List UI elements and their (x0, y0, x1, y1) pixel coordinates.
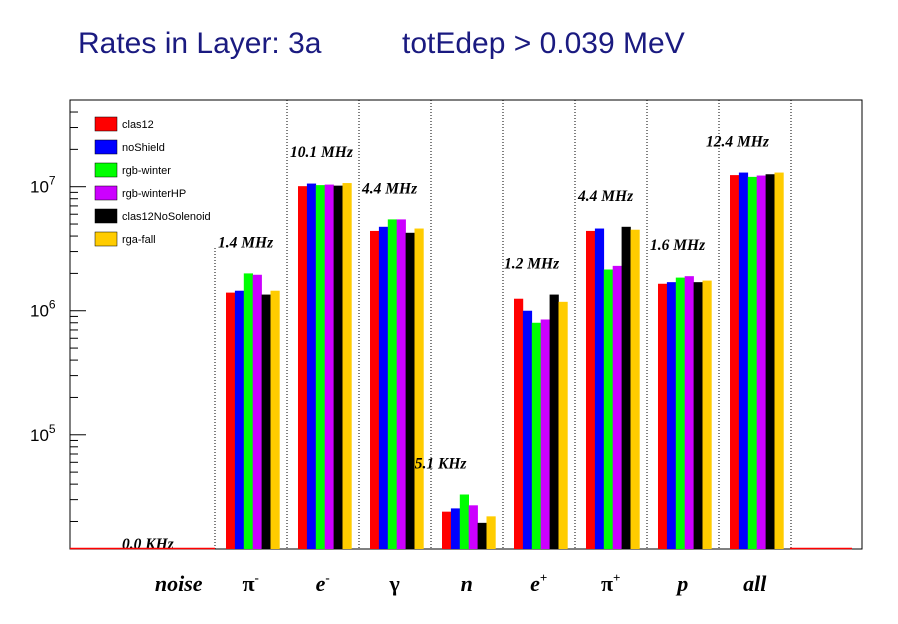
rate-label: 1.2 MHz (504, 256, 559, 273)
bar-rgb-winter (387, 219, 397, 549)
rate-label: 4.4 MHz (577, 188, 633, 205)
legend-swatch-rgb-winter (94, 162, 118, 178)
bar-clas12NoSolenoid (405, 232, 415, 549)
legend-label-clas12NoSolenoid: clas12NoSolenoid (122, 211, 211, 223)
legend-label-rgb-winterHP: rgb-winterHP (122, 188, 186, 200)
bar-clas12 (730, 175, 740, 550)
rate-label: 12.4 MHz (706, 134, 769, 151)
category-label: p (675, 571, 688, 596)
plot-area: 105 106 107 noise 0.0 KHz π- 1.4 MHz e- 10.1 MHz… (30, 99, 863, 596)
chart-subtitle: totEdep > 0.039 MeV (402, 27, 685, 60)
y-tick-label: 105 (30, 422, 56, 445)
bar-clas12 (586, 230, 596, 550)
bar-noShield (234, 290, 245, 549)
bar-rgb-winterHP (612, 265, 622, 549)
bar-rgb-winterHP (756, 175, 766, 549)
bar-rga-fall (774, 172, 784, 549)
bar-noShield (378, 226, 389, 549)
legend-swatch-rga-fall (94, 231, 118, 247)
bar-rga-fall (486, 516, 496, 549)
category-label: π- (242, 570, 258, 596)
category-label: e+ (530, 570, 547, 596)
legend-label-noShield: noShield (122, 142, 165, 154)
bar-rgb-winter (315, 185, 325, 550)
legend-label-rgb-winter: rgb-winter (122, 165, 171, 177)
bar-rgb-winter (747, 176, 757, 549)
y-tick-label: 106 (30, 298, 56, 321)
bar-rga-fall (558, 301, 568, 549)
rate-label: 10.1 MHz (290, 144, 353, 161)
bar-clas12 (370, 230, 380, 550)
bar-rga-fall (342, 183, 352, 550)
bar-clas12NoSolenoid (261, 294, 271, 549)
bar-rgb-winterHP (468, 505, 478, 549)
bar-clas12 (298, 186, 308, 549)
bar-noShield (666, 282, 677, 549)
bar-rgb-winter (531, 322, 541, 549)
bar-rgb-winter (603, 269, 613, 549)
bar-rga-fall (702, 280, 712, 549)
bar-noShield (306, 183, 317, 549)
bar-clas12 (226, 292, 236, 549)
bar-clas12NoSolenoid (333, 185, 343, 550)
category-label: π+ (601, 570, 620, 596)
rate-label: 4.4 MHz (361, 180, 417, 197)
rate-label: 0.0 KHz (122, 536, 174, 553)
legend-swatch-clas12 (94, 116, 118, 132)
category-label: noise (155, 571, 203, 596)
bar-rga-fall (630, 229, 640, 549)
bar-clas12 (514, 298, 524, 549)
bar-rgb-winter (243, 273, 253, 549)
rate-label: 1.4 MHz (218, 234, 273, 251)
bar-noShield (450, 508, 461, 549)
rate-label: 1.6 MHz (650, 237, 705, 254)
bar-rga-fall (270, 290, 280, 549)
bar-noShield (594, 228, 605, 549)
bar-rgb-winterHP (252, 274, 262, 549)
bar-clas12 (442, 511, 452, 549)
category-label: γ (389, 571, 400, 596)
bar-rgb-winterHP (324, 184, 334, 549)
bar-rgb-winter (675, 277, 685, 549)
bar-noShield (738, 172, 749, 549)
bar-clas12NoSolenoid (549, 294, 559, 549)
legend-label-rga-fall: rga-fall (122, 234, 156, 246)
bar-rgb-winterHP (396, 219, 406, 549)
y-tick-label: 107 (30, 174, 56, 197)
rate-label: 25.1 KHz (406, 456, 466, 473)
bar-rgb-winterHP (684, 276, 694, 549)
legend-swatch-rgb-winterHP (94, 185, 118, 201)
category-label: all (743, 571, 767, 596)
legend-swatch-clas12NoSolenoid (94, 208, 118, 224)
bar-clas12NoSolenoid (621, 226, 631, 549)
bar-clas12NoSolenoid (693, 282, 703, 549)
bar-noShield (522, 310, 533, 549)
category-label: e- (316, 570, 330, 596)
bar-clas12NoSolenoid (477, 522, 487, 549)
category-label: n (461, 571, 473, 596)
legend: clas12 noShield rgb-winter rgb-winterHP clas… (94, 116, 211, 247)
bar-rga-fall (414, 228, 424, 549)
bar-clas12NoSolenoid (765, 174, 775, 550)
bar-rgb-winter (459, 494, 469, 549)
legend-swatch-noShield (94, 139, 118, 155)
legend-label-clas12: clas12 (122, 119, 154, 131)
bar-rgb-winterHP (540, 319, 550, 549)
chart-title: Rates in Layer: 3a (78, 27, 322, 60)
bar-clas12 (658, 283, 668, 549)
